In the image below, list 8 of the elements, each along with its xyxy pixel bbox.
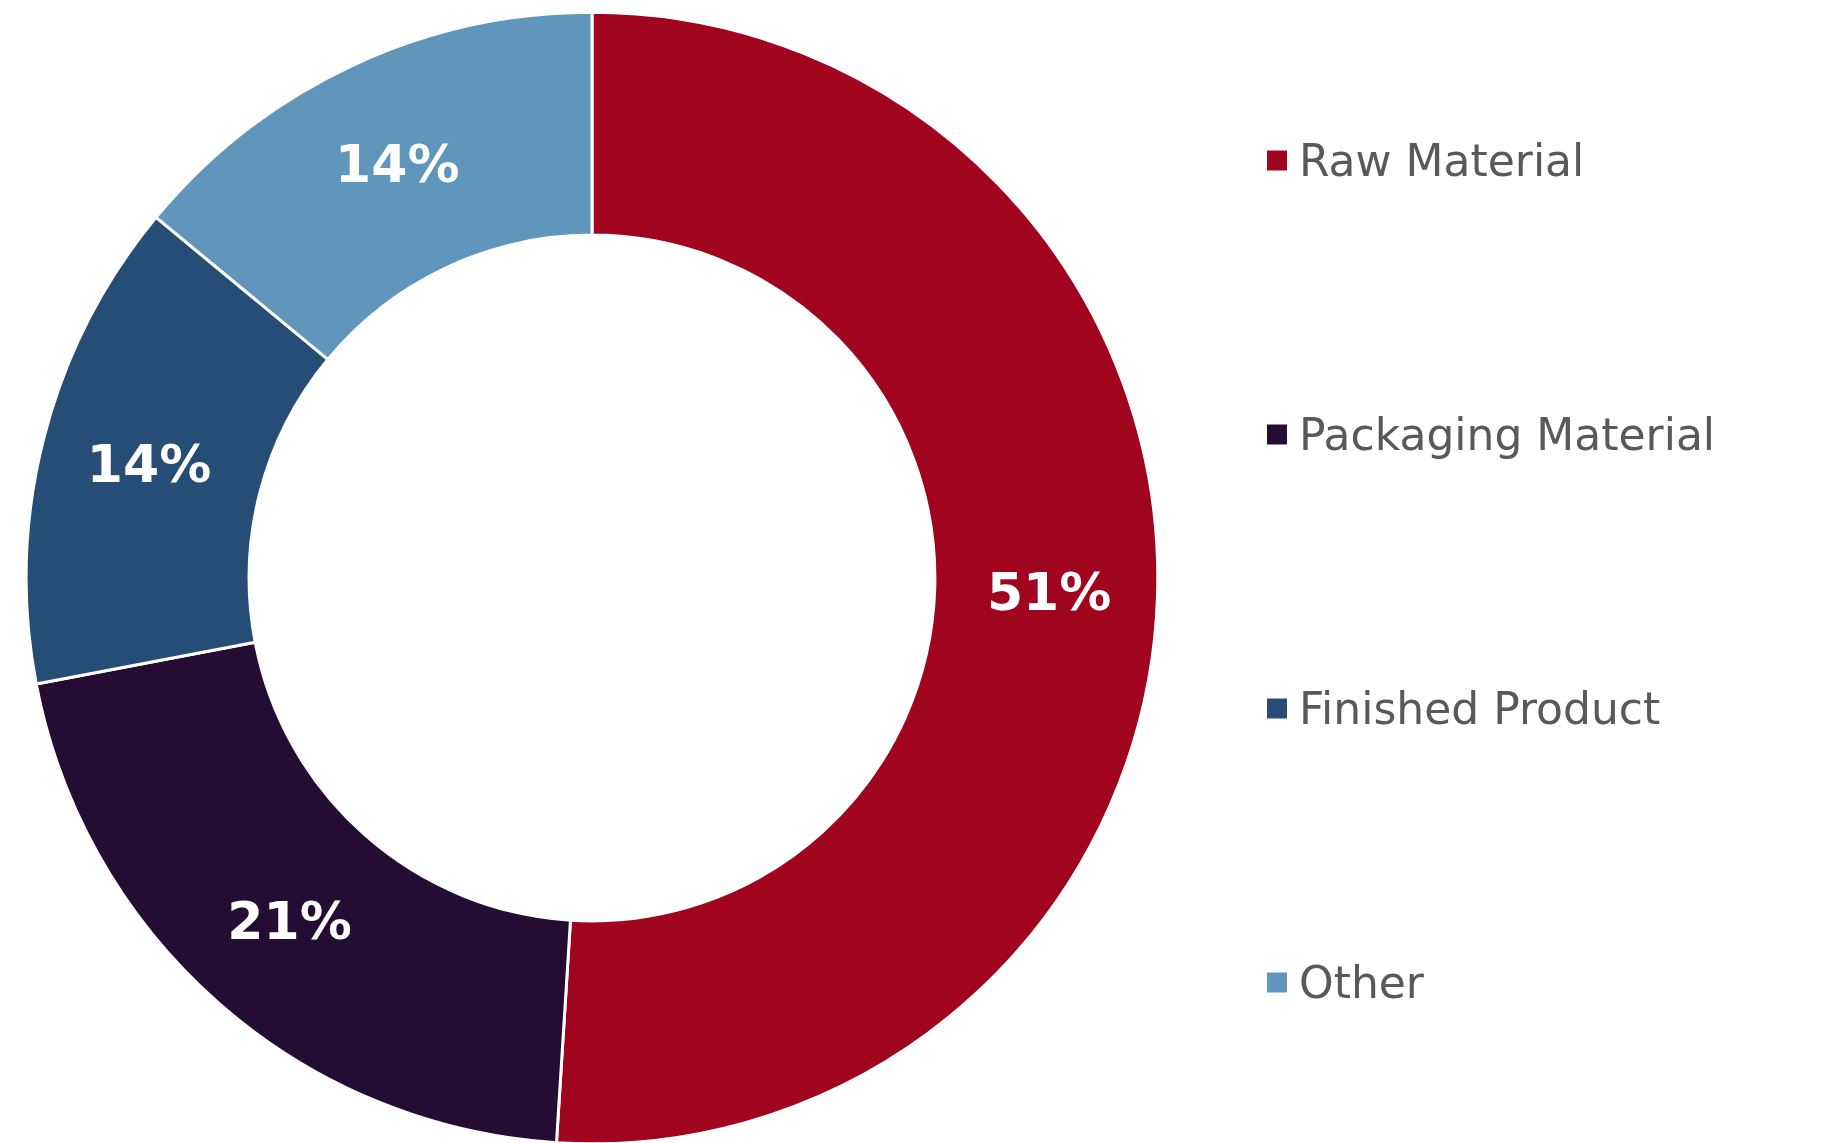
data-label: 14% [335, 134, 460, 195]
data-label: 14% [86, 434, 212, 495]
legend-label: Raw Material [1299, 135, 1585, 186]
data-label: 21% [227, 891, 352, 952]
legend-label: Other [1299, 957, 1425, 1008]
legend-label: Finished Product [1299, 683, 1661, 734]
legend-label: Packaging Material [1299, 409, 1716, 460]
data-label: 51% [986, 562, 1112, 623]
